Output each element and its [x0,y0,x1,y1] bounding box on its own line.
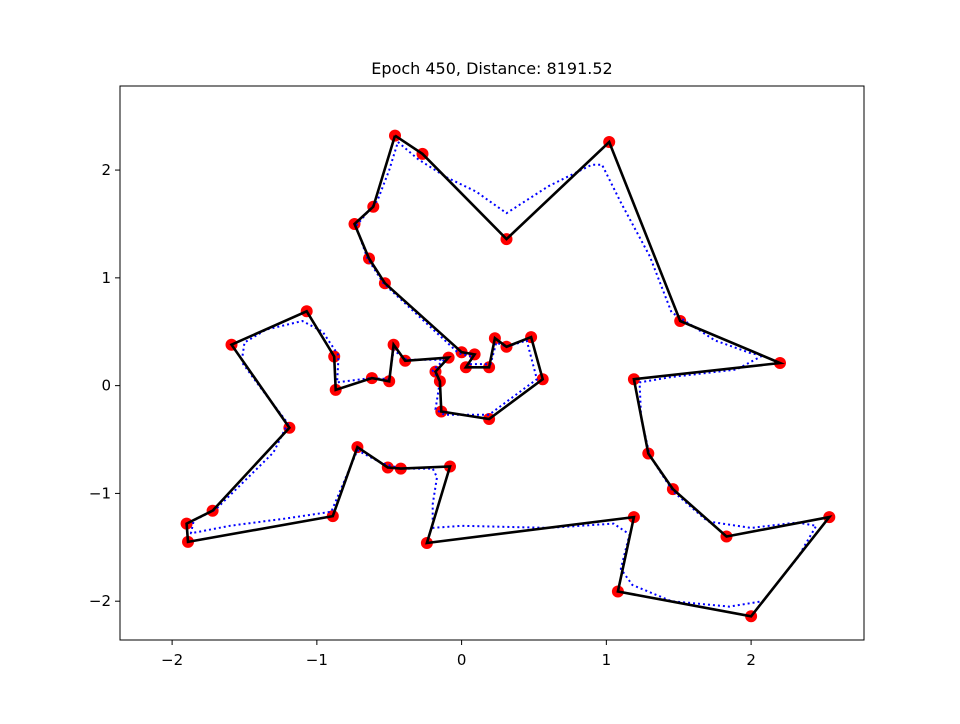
plot-area [180,129,836,623]
y-tick-label: 2 [101,161,111,179]
x-tick-label: 1 [602,651,612,669]
chart-title: Epoch 450, Distance: 8191.52 [371,59,612,78]
axes-frame [119,85,865,641]
tour-line [185,134,833,618]
x-tick-label: 2 [746,651,756,669]
y-tick-label: 0 [101,377,111,395]
y-axis: −2 −1 0 1 2 [89,161,120,610]
y-tick-label: −1 [89,484,111,502]
x-tick-label: 0 [457,651,467,669]
y-tick-label: 1 [101,269,111,287]
x-tick-label: −1 [306,651,328,669]
x-tick-label: −2 [161,651,183,669]
x-axis: −2 −1 0 1 2 [161,640,756,669]
y-tick-label: −2 [89,592,111,610]
